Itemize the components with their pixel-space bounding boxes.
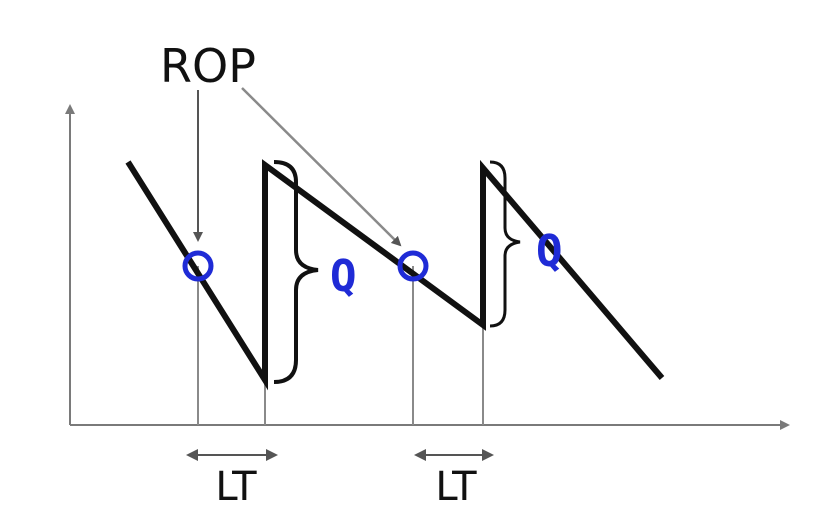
- order-quantity-label-2: Q: [536, 226, 563, 277]
- lead-time-label-1: LT: [215, 464, 257, 510]
- lead-time-arrow-2: [414, 449, 494, 461]
- rop-label: ROP: [160, 39, 256, 93]
- reorder-point-marker-2: [397, 250, 429, 282]
- rop-pointer-arrow-2: [241, 87, 402, 247]
- quantity-brace-1: [273, 160, 319, 384]
- inventory-level-line: [125, 159, 665, 391]
- reorder-point-marker-1: [182, 250, 214, 282]
- lead-time-arrow-1: [186, 449, 278, 461]
- lead-time-label-2: LT: [435, 464, 477, 510]
- order-quantity-label-1: Q: [330, 251, 357, 302]
- quantity-brace-2: [489, 160, 521, 328]
